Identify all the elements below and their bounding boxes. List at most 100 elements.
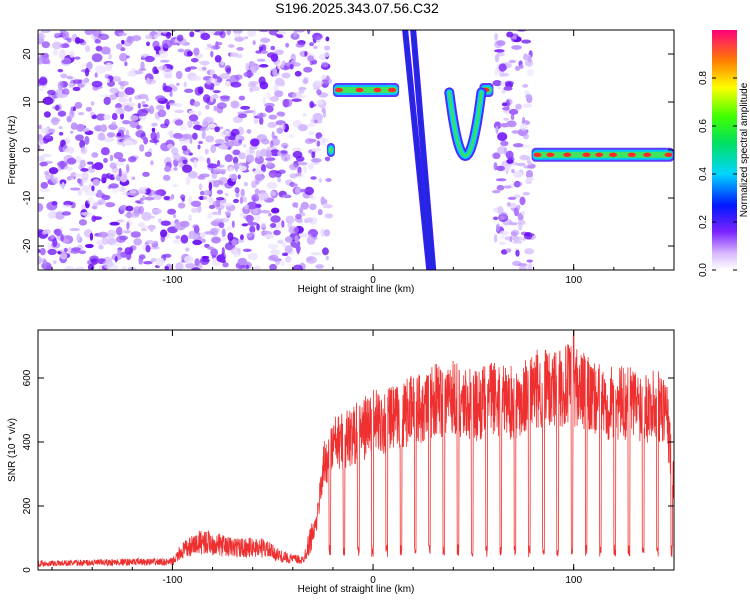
noise-blob bbox=[118, 97, 128, 103]
noise-blob bbox=[109, 162, 117, 169]
noise-blob bbox=[270, 223, 277, 229]
noise-blob bbox=[137, 190, 147, 194]
noise-blob bbox=[254, 173, 264, 183]
colorbar-gradient bbox=[712, 30, 737, 270]
noise-blob bbox=[177, 48, 185, 53]
noise-blob bbox=[507, 156, 515, 162]
noise-blob bbox=[98, 33, 110, 41]
noise-blob bbox=[288, 226, 300, 235]
noise-blob bbox=[498, 63, 507, 72]
noise-blob bbox=[323, 45, 331, 51]
noise-blob bbox=[514, 65, 521, 71]
chirp-core bbox=[448, 91, 483, 158]
noise-blob bbox=[113, 151, 124, 160]
noise-blob bbox=[230, 81, 242, 88]
noise-blob bbox=[525, 169, 533, 179]
noise-blob bbox=[127, 156, 137, 163]
noise-blob bbox=[220, 60, 225, 66]
noise-blob bbox=[256, 223, 260, 231]
noise-blob bbox=[138, 256, 143, 265]
noise-blob bbox=[254, 188, 260, 195]
noise-blob bbox=[282, 242, 286, 248]
noise-blob bbox=[320, 228, 325, 238]
spectrogram-feature-tone bbox=[332, 83, 400, 97]
noise-blob bbox=[156, 131, 160, 140]
noise-blob bbox=[494, 33, 498, 41]
noise-blob bbox=[96, 189, 103, 198]
noise-blob bbox=[129, 189, 137, 194]
noise-blob bbox=[57, 167, 62, 172]
noise-blob bbox=[524, 248, 535, 255]
noise-blob bbox=[106, 132, 116, 138]
noise-blob bbox=[38, 34, 46, 39]
noise-blob bbox=[527, 160, 532, 166]
noise-blob bbox=[151, 122, 158, 127]
noise-blob bbox=[307, 30, 311, 35]
noise-blob bbox=[294, 186, 301, 195]
noise-blob bbox=[231, 220, 235, 228]
noise-blob bbox=[189, 137, 193, 145]
noise-blob bbox=[317, 99, 324, 105]
noise-blob bbox=[98, 244, 104, 250]
noise-blob bbox=[270, 45, 276, 51]
noise-blob bbox=[511, 130, 519, 134]
noise-blob bbox=[137, 102, 141, 109]
noise-blob bbox=[60, 57, 72, 66]
noise-blob bbox=[205, 79, 212, 85]
noise-blob bbox=[295, 202, 299, 209]
noise-blob bbox=[69, 187, 81, 191]
noise-blob bbox=[125, 129, 130, 138]
noise-blob bbox=[105, 62, 113, 72]
noise-blob bbox=[40, 30, 51, 34]
noise-blob bbox=[121, 228, 126, 235]
noise-blob bbox=[500, 140, 509, 147]
noise-blob bbox=[258, 191, 269, 201]
noise-blob bbox=[176, 34, 184, 42]
noise-blob bbox=[497, 132, 508, 142]
noise-blob bbox=[118, 167, 122, 177]
noise-blob bbox=[518, 266, 527, 270]
noise-blob bbox=[69, 130, 74, 134]
colorbar-tick-label: 0.6 bbox=[698, 119, 709, 133]
noise-blob bbox=[188, 114, 199, 122]
noise-blob bbox=[522, 84, 529, 88]
noise-blob bbox=[83, 211, 93, 218]
noise-blob bbox=[193, 47, 200, 56]
snr-panel: -100 0 100 0 200 400 600 Height of straight li… bbox=[7, 329, 675, 595]
noise-blob bbox=[184, 88, 194, 94]
noise-blob bbox=[229, 52, 239, 58]
noise-blob bbox=[260, 210, 271, 214]
noise-blob bbox=[269, 263, 278, 270]
noise-blob bbox=[175, 70, 183, 80]
noise-blob bbox=[309, 60, 314, 66]
snr-frame bbox=[37, 329, 675, 571]
noise-blob bbox=[238, 152, 246, 160]
noise-blob bbox=[149, 139, 160, 144]
noise-blob bbox=[91, 53, 103, 63]
noise-blob bbox=[209, 87, 215, 91]
noise-blob bbox=[172, 184, 179, 188]
noise-blob bbox=[270, 190, 277, 197]
noise-blob bbox=[144, 196, 155, 201]
noise-blob bbox=[192, 132, 198, 140]
noise-blob bbox=[225, 140, 235, 148]
noise-blob bbox=[317, 209, 323, 216]
noise-blob bbox=[157, 218, 162, 223]
noise-blob bbox=[219, 252, 227, 262]
noise-blob bbox=[186, 50, 193, 57]
noise-blob bbox=[186, 176, 191, 186]
noise-blob bbox=[97, 198, 106, 205]
noise-blob bbox=[50, 234, 55, 240]
noise-blob bbox=[146, 41, 150, 47]
noise-blob bbox=[77, 112, 85, 116]
noise-blob bbox=[84, 67, 90, 77]
noise-blob bbox=[504, 80, 514, 86]
noise-blob bbox=[119, 173, 128, 183]
noise-blob bbox=[84, 30, 93, 36]
noise-blob bbox=[516, 204, 521, 211]
noise-blob bbox=[262, 96, 267, 106]
noise-blob bbox=[198, 183, 203, 190]
noise-blob bbox=[519, 123, 528, 131]
noise-blob bbox=[38, 155, 45, 162]
